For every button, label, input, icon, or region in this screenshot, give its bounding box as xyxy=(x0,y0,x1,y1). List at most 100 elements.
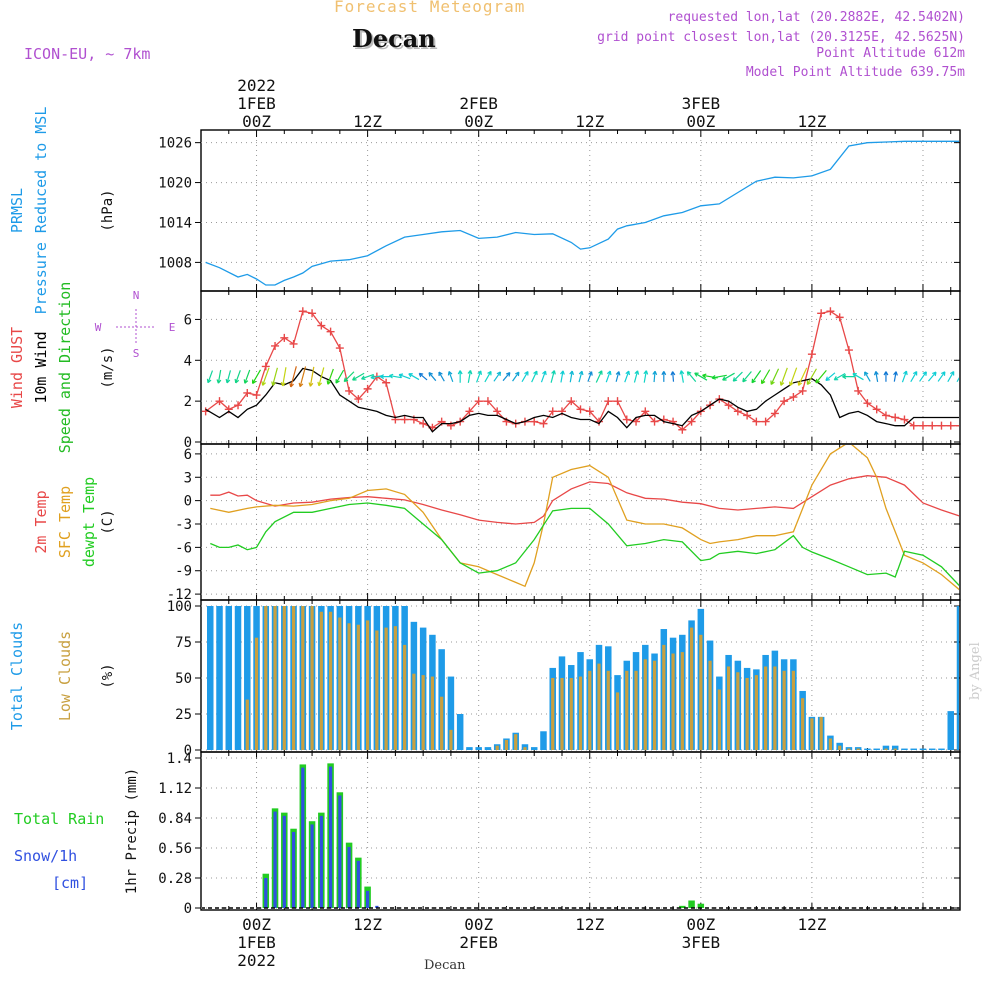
gust-marker xyxy=(335,344,344,353)
gust-marker xyxy=(780,397,789,406)
wind-direction-arrow xyxy=(225,370,232,384)
wind-direction-arrow xyxy=(919,371,927,382)
wind-direction-arrow xyxy=(388,373,402,379)
y-tick-label: 1026 xyxy=(158,136,192,152)
bottom-location-label: Decan xyxy=(424,958,466,973)
gust-marker xyxy=(308,309,317,318)
low-clouds-bar xyxy=(828,738,833,750)
gust-marker xyxy=(400,415,409,424)
low-clouds-bar xyxy=(495,745,499,750)
total-clouds-bar xyxy=(466,747,473,750)
pressure-line xyxy=(205,140,959,286)
snow-1h-bar xyxy=(366,890,370,908)
total-clouds-bar xyxy=(864,748,871,750)
low-clouds-bar xyxy=(264,606,268,750)
low-clouds-bar xyxy=(366,620,370,750)
y-tick-label: 0 xyxy=(184,901,192,917)
low-clouds-bar xyxy=(560,678,564,750)
dewpt-temp-line xyxy=(210,502,959,587)
total-clouds-bar xyxy=(225,606,233,750)
y-tick-label: 1020 xyxy=(158,176,192,192)
y-tick-label: 3 xyxy=(184,470,192,486)
wind-direction-arrow xyxy=(825,372,836,382)
y-tick-label: 1.12 xyxy=(158,781,192,797)
y-tick-label: 0 xyxy=(184,435,192,451)
top-time-label: 12Z xyxy=(575,112,604,131)
gust-marker xyxy=(872,405,881,414)
wind-direction-arrow xyxy=(308,366,315,387)
top-time-label: 12Z xyxy=(797,112,826,131)
clouds-data xyxy=(207,606,959,750)
wind-direction-arrow xyxy=(742,371,752,383)
gust-marker xyxy=(761,417,770,426)
total-clouds-bar xyxy=(882,745,890,750)
gust-marker xyxy=(261,362,270,371)
gust-marker xyxy=(363,384,372,393)
gust-marker xyxy=(604,397,613,406)
wind-direction-arrow xyxy=(569,370,575,383)
low-clouds-bar xyxy=(773,666,777,750)
y-tick-label: 0.28 xyxy=(158,871,192,887)
gust-marker xyxy=(243,388,252,397)
low-clouds-bar xyxy=(338,617,342,750)
wind-axis-label: (m/s) xyxy=(100,346,116,388)
wind-direction-arrow xyxy=(408,373,420,381)
pressure-frame xyxy=(200,129,961,292)
gust-marker xyxy=(622,415,631,424)
gust-marker xyxy=(585,407,594,416)
pressure-side-label: Pressure Reduced to MSL xyxy=(32,107,50,315)
low-clouds-bar xyxy=(662,644,666,750)
gust-marker xyxy=(613,397,622,406)
wind-direction-arrow xyxy=(280,367,287,387)
model-label: ICON-EU, ~ 7km xyxy=(24,45,151,63)
wind-data xyxy=(202,307,959,434)
wind-direction-arrow xyxy=(335,369,345,384)
clouds-axis-label: (%) xyxy=(100,663,116,688)
y-tick-label: -3 xyxy=(175,517,192,533)
low-clouds-bar xyxy=(421,675,425,750)
precip-data xyxy=(202,763,959,909)
y-tick-label: 4 xyxy=(184,353,192,369)
top-time-label: 2FEB xyxy=(459,94,498,113)
wind-direction-arrow xyxy=(615,371,621,382)
wind-direction-arrow xyxy=(531,370,538,383)
total-rain-bar xyxy=(697,903,705,908)
gust-marker xyxy=(567,397,576,406)
y-tick-label: -6 xyxy=(175,540,192,556)
total-clouds-bar xyxy=(956,606,959,750)
total-clouds-bar xyxy=(891,745,899,750)
low-clouds-bar xyxy=(430,676,435,750)
bottom-time-label: 2FEB xyxy=(459,933,498,952)
low-clouds-bar xyxy=(754,675,758,750)
wind-direction-arrow xyxy=(797,367,808,386)
wind-direction-arrow xyxy=(502,372,511,382)
gust-marker xyxy=(826,307,835,316)
wind-direction-arrow xyxy=(457,370,463,383)
total-clouds-bar xyxy=(873,748,880,750)
wind-direction-arrow xyxy=(883,371,889,382)
precip-frame xyxy=(200,751,961,911)
gust-marker xyxy=(844,346,853,355)
pressure-panel: 1008 1014 1020 1026 (hPa) PRMSL Pressure Reduc… xyxy=(8,107,961,315)
wind-direction-arrow xyxy=(732,371,743,382)
y-tick-label: 1.4 xyxy=(167,751,192,767)
low-clouds-bar xyxy=(310,606,314,750)
bottom-time-label: 00Z xyxy=(464,915,493,934)
gust-marker xyxy=(928,421,937,430)
total-clouds-bar xyxy=(207,606,214,750)
low-clouds-bar xyxy=(449,729,453,750)
low-clouds-bar xyxy=(847,748,851,750)
y-tick-label: 50 xyxy=(175,671,192,687)
low-clouds-bar xyxy=(356,624,360,750)
low-clouds-bar xyxy=(504,739,509,750)
wind-direction-arrow xyxy=(206,370,214,384)
wind-side-label: Wind GUST xyxy=(8,327,26,408)
wind-direction-arrow xyxy=(550,370,556,383)
wind-direction-arrow xyxy=(540,370,547,383)
wind-direction-arrow xyxy=(398,373,411,380)
wind-direction-arrow xyxy=(679,370,685,383)
bottom-time-label: 12Z xyxy=(353,915,382,934)
compass-rose: N S W E xyxy=(95,289,176,360)
pressure-data xyxy=(205,140,959,286)
